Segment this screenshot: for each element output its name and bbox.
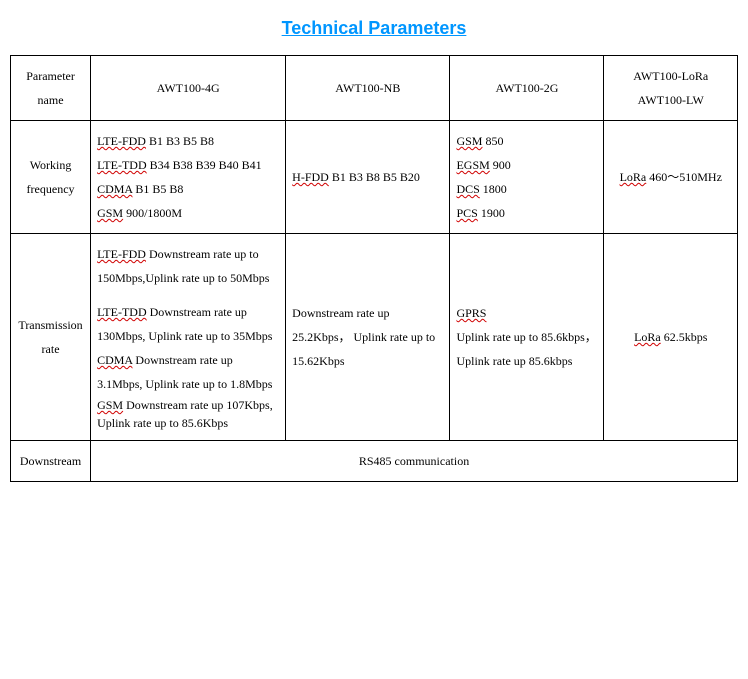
freq-2g-gsm: GSM [456,134,482,148]
freq-4g-ltefdd: LTE-FDD [97,134,146,148]
freq-4g-ltefdd-bands: B1 B3 B5 B8 [146,134,214,148]
header-awt100-nb: AWT100-NB [286,56,450,121]
row-transmission-rate: Transmission rate LTE-FDD Downstream rat… [11,234,738,441]
freq-4g-cdma: CDMA [97,182,132,196]
cell-freq-nb: H-FDD B1 B3 B8 B5 B20 [286,121,450,234]
label-working-frequency: Working frequency [11,121,91,234]
rate-4g-gsm-text: Downstream rate up 107Kbps, Uplink rate … [97,398,273,430]
rate-lora-val: 62.5kbps [661,330,708,344]
cell-freq-2g: GSM 850 EGSM 900 DCS 1800 PCS 1900 [450,121,604,234]
cell-rate-4g: LTE-FDD Downstream rate up to 150Mbps,Up… [91,234,286,441]
freq-lora-label: LoRa [620,170,647,184]
row-downstream: Downstream RS485 communication [11,441,738,482]
parameters-table: Parameter name AWT100-4G AWT100-NB AWT10… [10,55,738,482]
rate-2g-gprs: GPRS [456,306,486,320]
freq-2g-gsm-val: 850 [482,134,503,148]
rate-4g-cdma: CDMA [97,353,132,367]
freq-4g-ltetdd: LTE-TDD [97,158,147,172]
header-awt100-2g: AWT100-2G [450,56,604,121]
freq-2g-egsm: EGSM [456,158,489,172]
cell-rate-lora: LoRa 62.5kbps [604,234,738,441]
freq-lora-range: 460～510MHz [646,170,722,184]
rate-2g-text: Uplink rate up to 85.6kbps， Uplink rate … [456,330,596,368]
cell-rate-2g: GPRS Uplink rate up to 85.6kbps， Uplink … [450,234,604,441]
page-title: Technical Parameters [10,18,738,39]
freq-2g-dcs: DCS [456,182,479,196]
freq-2g-pcs: PCS [456,206,477,220]
header-parameter-name: Parameter name [11,56,91,121]
rate-4g-ltetdd: LTE-TDD [97,305,147,319]
header-awt100-lora: AWT100-LoRa AWT100-LW [604,56,738,121]
freq-2g-dcs-val: 1800 [480,182,507,196]
header-lora-line2: AWT100-LW [638,93,704,107]
rate-4g-ltefdd: LTE-FDD [97,247,146,261]
freq-nb-bands: B1 B3 B8 B5 B20 [329,170,420,184]
freq-4g-ltetdd-bands: B34 B38 B39 B40 B41 [147,158,262,172]
freq-2g-egsm-val: 900 [490,158,511,172]
cell-freq-4g: LTE-FDD B1 B3 B5 B8 LTE-TDD B34 B38 B39 … [91,121,286,234]
cell-freq-lora: LoRa 460～510MHz [604,121,738,234]
row-working-frequency: Working frequency LTE-FDD B1 B3 B5 B8 LT… [11,121,738,234]
freq-2g-pcs-val: 1900 [478,206,505,220]
freq-4g-cdma-bands: B1 B5 B8 [132,182,183,196]
label-transmission-rate: Transmission rate [11,234,91,441]
table-header-row: Parameter name AWT100-4G AWT100-NB AWT10… [11,56,738,121]
freq-4g-gsm: GSM [97,206,123,220]
header-lora-line1: AWT100-LoRa [633,69,708,83]
freq-4g-gsm-bands: 900/1800M [123,206,182,220]
cell-rate-nb: Downstream rate up 25.2Kbps， Uplink rate… [286,234,450,441]
rate-4g-gsm: GSM [97,398,123,412]
cell-downstream-value: RS485 communication [91,441,738,482]
label-downstream: Downstream [11,441,91,482]
rate-lora-label: LoRa [634,330,661,344]
freq-nb-hfdd: H-FDD [292,170,329,184]
header-awt100-4g: AWT100-4G [91,56,286,121]
